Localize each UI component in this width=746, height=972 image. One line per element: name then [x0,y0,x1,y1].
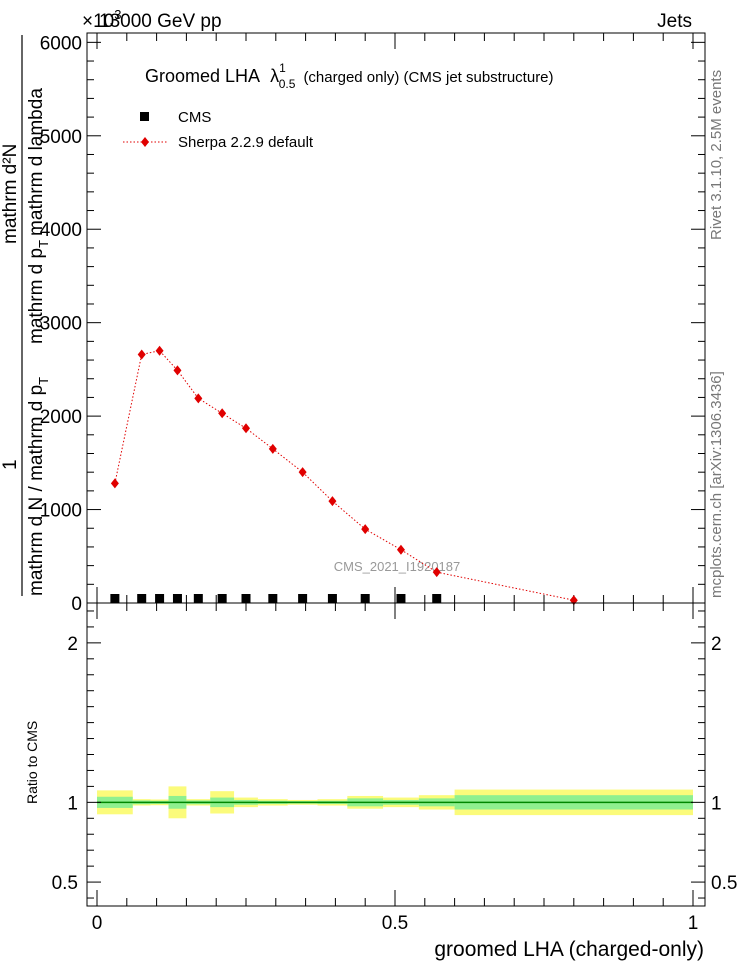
title-rest: (charged only) (CMS jet substructure) [303,69,553,86]
cms-point [327,594,337,603]
ylabel-denominator-sub: T [36,240,51,248]
ratio-y-tick-label-left: 0.5 [52,873,78,894]
legend-cms-label: CMS [178,109,211,126]
x-tick-label: 1 [688,913,699,934]
exponent-value: 3 [114,7,121,22]
sherpa-point [155,345,164,356]
ylabel-denominator-dp: mathrm d p [26,248,47,344]
y-tick-label: 2000 [40,407,82,428]
ylabel-denominator-dlambda: mathrm d lambda [26,88,47,236]
y-tick-label: 5000 [40,127,82,148]
ratio-y-axis-label: Ratio to CMS [24,721,40,804]
main-y-axis-label: 1 mathrm d N / mathrm d pT mathrm d²N ma… [0,35,51,596]
ratio-y-tick-label-left: 1 [67,793,78,814]
ylabel-denominator: mathrm d pTmathrm d lambda [26,88,51,344]
sherpa-point [432,567,441,578]
ratio-panel-frame [86,602,706,907]
cms-point [298,594,308,603]
exponent-label: ×103 [82,7,121,32]
main-title: Groomed LHA λ1 0.5 (charged only) (CMS jet … [145,61,554,91]
sherpa-point [110,478,119,489]
x-tick-label: 0.5 [382,913,408,934]
cms-point [193,594,203,603]
beam-label: 13000 GeV pp [99,11,222,32]
legend: CMS Sherpa 2.2.9 default [123,109,314,151]
legend-cms-marker [140,112,149,121]
analysis-watermark: CMS_2021_I1920187 [334,559,461,574]
cms-point [137,594,147,603]
sherpa-point [242,423,250,434]
rivet-label: Rivet 3.1.10, 2.5M events [708,70,725,240]
sherpa-point [298,467,307,478]
x-axis-label: groomed LHA (charged-only) [434,938,704,961]
cms-point [360,594,370,603]
y-tick-label: 1000 [40,501,82,522]
sherpa-point [218,408,227,419]
ylabel-one: 1 [0,459,21,470]
sherpa-point [328,496,337,507]
y-tick-label: 4000 [40,220,82,241]
sherpa-point [268,443,277,454]
ratio-y-tick-label-right: 1 [711,793,722,814]
mcplots-label: mcplots.cern.ch [arXiv:1306.3436] [708,371,725,598]
sherpa-line [114,350,574,601]
ratio-y-tick-label-right: 0.5 [711,873,737,894]
ratio-bands [97,786,693,819]
ylabel-prefactor-sub: T [36,377,51,385]
title-lambda: λ [270,66,279,86]
sherpa-point [194,393,203,404]
ratio-y-ticks: 0.5 0.5 1 1 2 2 [52,610,737,899]
cms-point [155,594,165,603]
cms-point [172,594,182,603]
cms-point [268,594,278,603]
ylabel-prefactor-text: mathrm d N / mathrm d p [26,385,47,596]
main-y-ticks: 0 1000 2000 3000 4000 5000 6000 [40,33,705,615]
process-label: Jets [657,11,692,32]
ratio-x-ticks: 0 0.5 1 [92,603,699,934]
y-tick-label: 6000 [40,33,82,54]
legend-sherpa-label: Sherpa 2.2.9 default [178,134,314,151]
sherpa-point [361,524,370,535]
ylabel-prefactor: mathrm d N / mathrm d pT [26,377,51,596]
sherpa-point [173,365,182,376]
main-data [110,345,578,606]
cms-point [217,594,227,603]
cms-point [110,594,120,603]
sherpa-point [137,349,146,360]
legend-sherpa-marker [141,137,149,147]
title-sup: 1 [279,61,286,75]
cms-point [396,594,406,603]
sherpa-point [396,544,405,555]
ratio-y-tick-label-left: 2 [67,634,78,655]
exponent-prefix: ×10 [82,11,114,32]
cms-point [432,594,442,603]
cms-point [241,594,251,603]
x-tick-label: 0 [92,913,103,934]
ylabel-numerator: mathrm d²N [0,144,21,244]
title-main: Groomed LHA [145,66,260,86]
y-tick-label: 3000 [40,314,82,335]
y-tick-label: 0 [71,594,82,615]
ratio-y-tick-label-right: 2 [711,634,722,655]
title-sub: 0.5 [279,77,296,91]
